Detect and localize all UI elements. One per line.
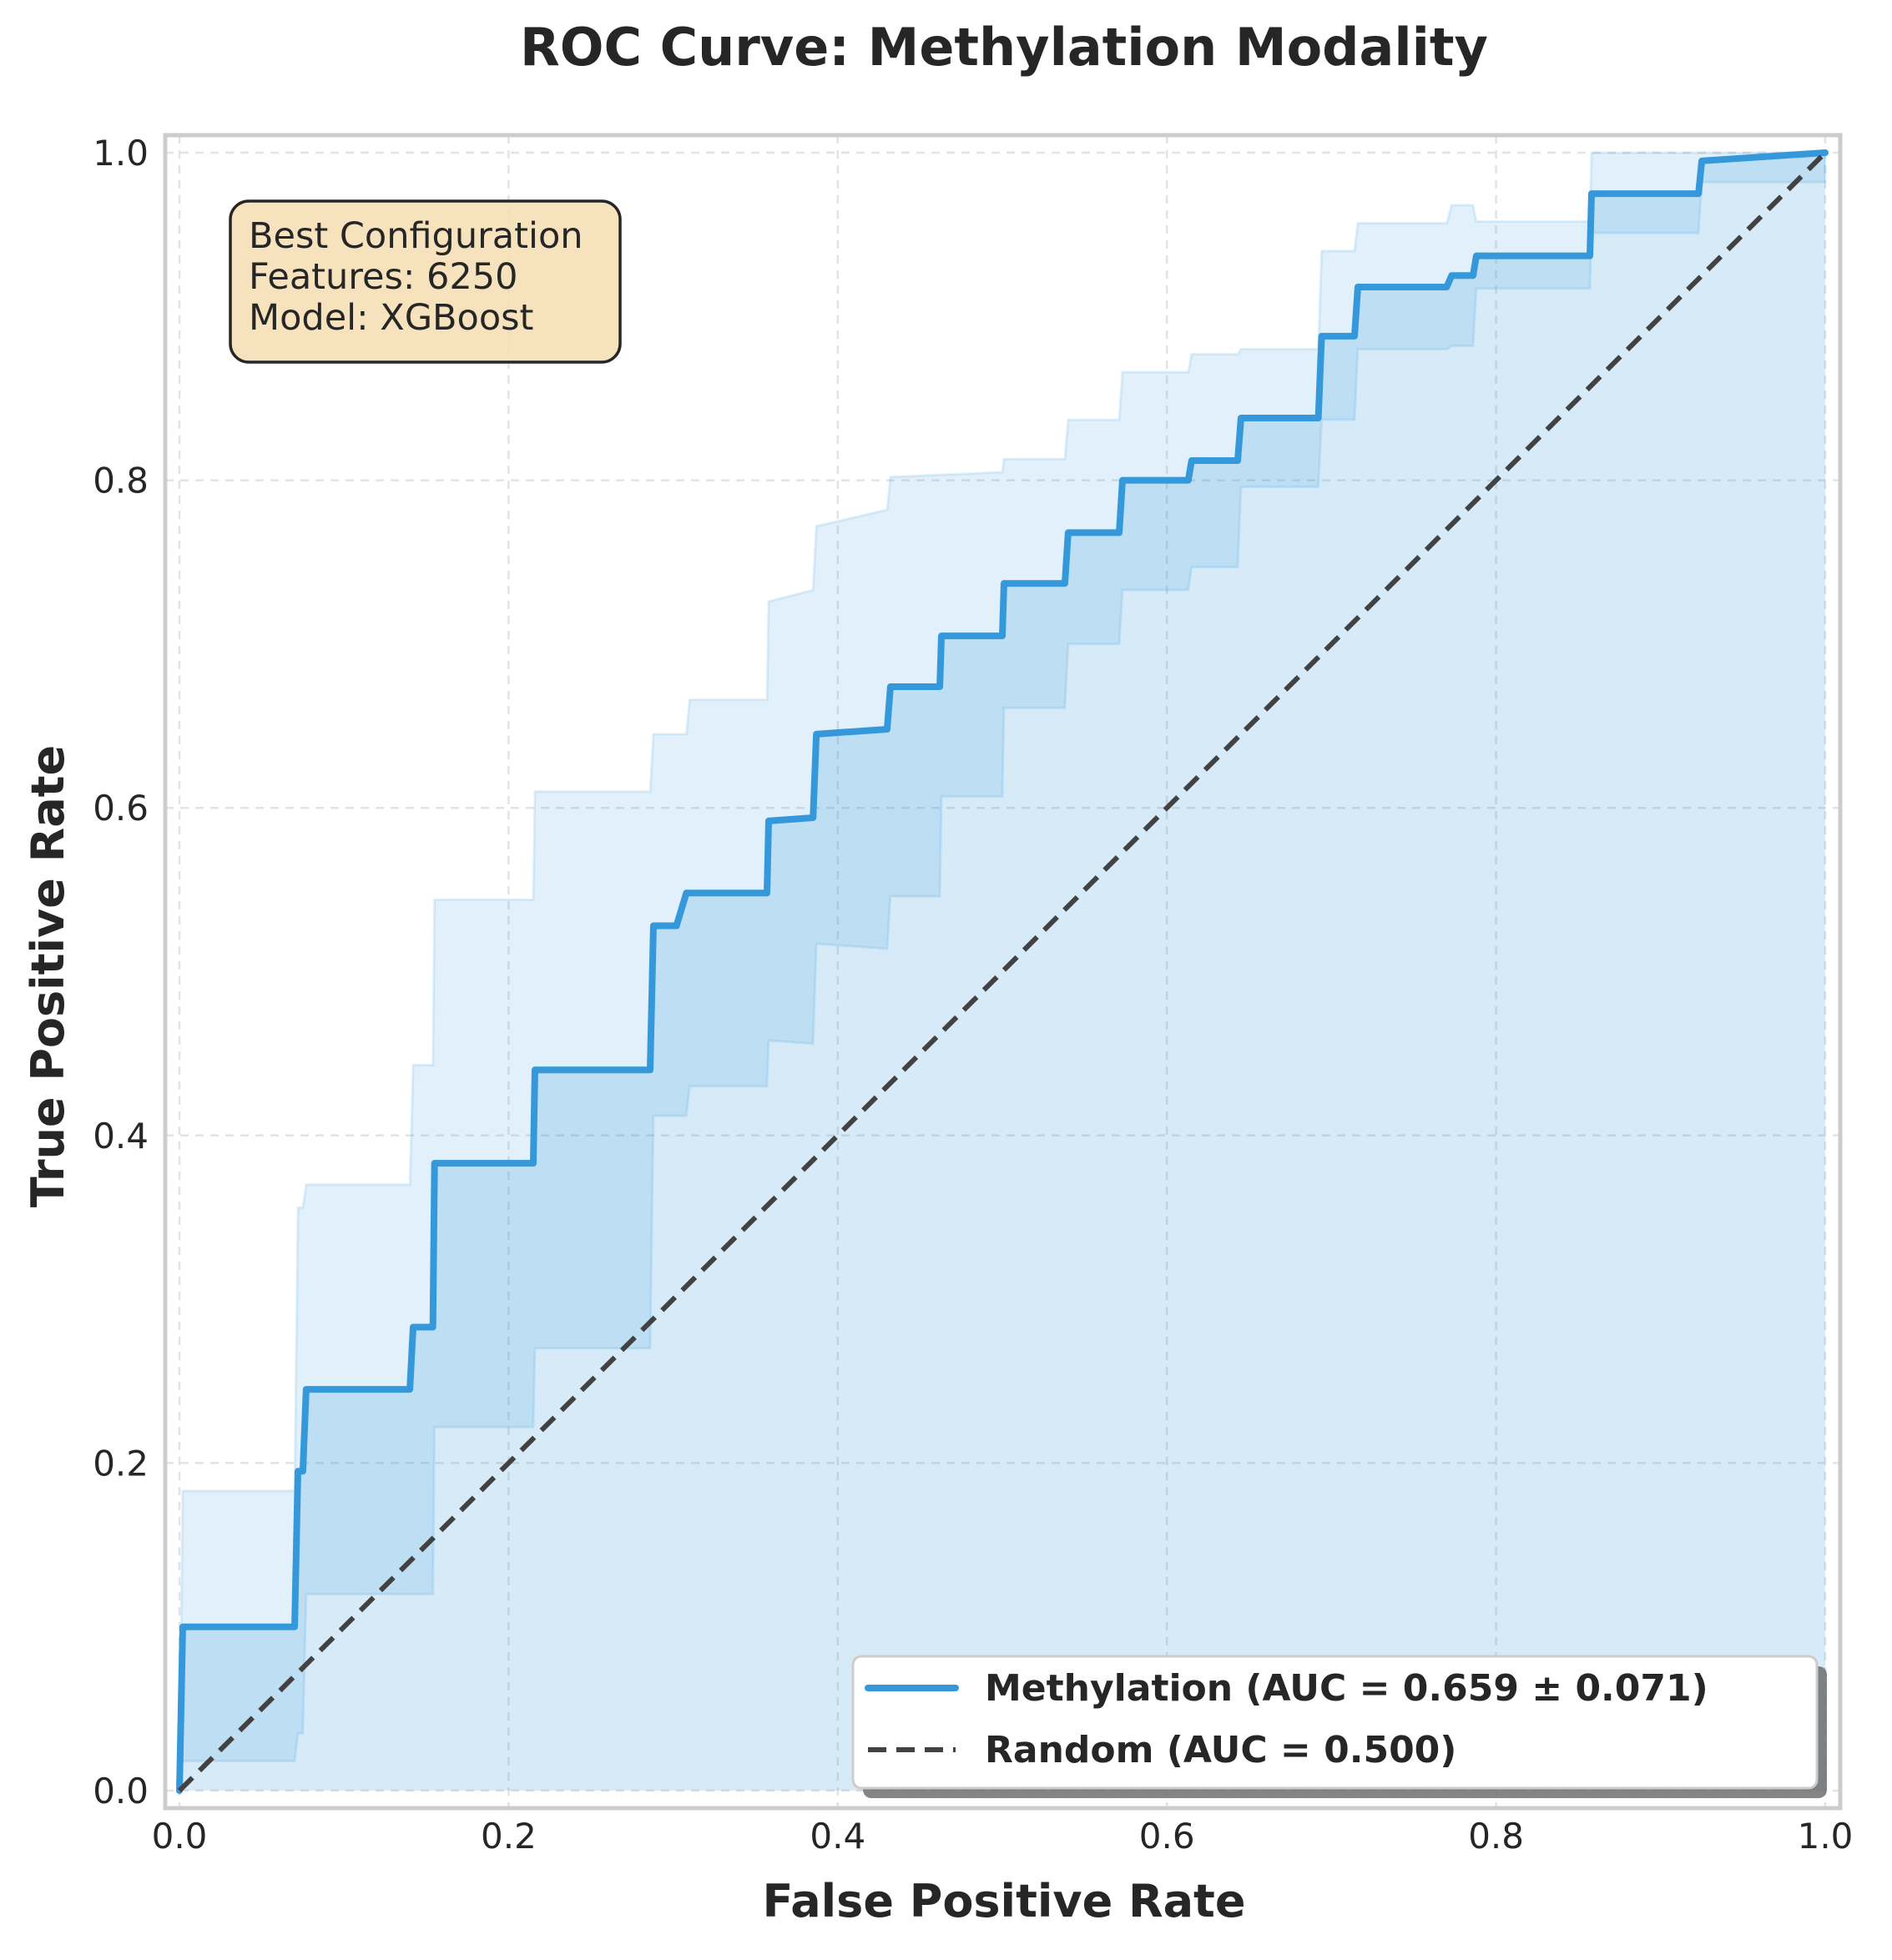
annotation-line-3: Model: XGBoost — [249, 297, 533, 339]
x-tick-label-1: 0.2 — [481, 1816, 537, 1857]
annotation-line-2: Features: 6250 — [249, 256, 517, 298]
y-tick-label-5: 1.0 — [93, 133, 149, 174]
x-tick-label-0: 0.0 — [152, 1816, 208, 1857]
annotation-line-1: Best Configuration — [249, 215, 583, 257]
std-band-area — [178, 151, 1827, 1791]
legend-box — [851, 1655, 1819, 1790]
y-tick-labels: 0.0 0.2 0.4 0.6 0.8 1.0 — [93, 133, 149, 1811]
x-tick-label-4: 0.8 — [1468, 1816, 1524, 1857]
annotation-box — [229, 199, 622, 364]
y-tick-label-0: 0.0 — [93, 1771, 149, 1811]
series-layer — [176, 149, 1829, 1794]
x-tick-labels: 0.0 0.2 0.4 0.6 0.8 1.0 — [152, 1816, 1854, 1857]
config-annotation: Best Configuration Features: 6250 Model:… — [229, 199, 622, 364]
y-tick-label-2: 0.4 — [93, 1116, 149, 1156]
plot-frame — [163, 133, 1843, 1811]
x-tick-label-2: 0.4 — [810, 1816, 865, 1857]
y-tick-label-1: 0.2 — [93, 1443, 149, 1484]
x-tick-label-3: 0.6 — [1139, 1816, 1195, 1857]
legend-label-methylation: Methylation (AUC = 0.659 ± 0.071) — [985, 1667, 1708, 1710]
legend-label-random: Random (AUC = 0.500) — [985, 1729, 1456, 1771]
legend: Methylation (AUC = 0.659 ± 0.071) Random… — [851, 1655, 1827, 1798]
x-tick-label-5: 1.0 — [1798, 1816, 1854, 1857]
y-tick-label-4: 0.8 — [93, 461, 149, 501]
std-band — [178, 151, 1827, 1791]
y-tick-label-3: 0.6 — [93, 788, 149, 829]
series-line-methylation — [176, 149, 1829, 1794]
y-axis-label: True Positive Rate — [22, 745, 74, 1207]
x-axis-label: False Positive Rate — [763, 1875, 1246, 1927]
series-line-random — [177, 150, 1828, 1793]
chart-title: ROC Curve: Methylation Modality — [520, 17, 1488, 78]
